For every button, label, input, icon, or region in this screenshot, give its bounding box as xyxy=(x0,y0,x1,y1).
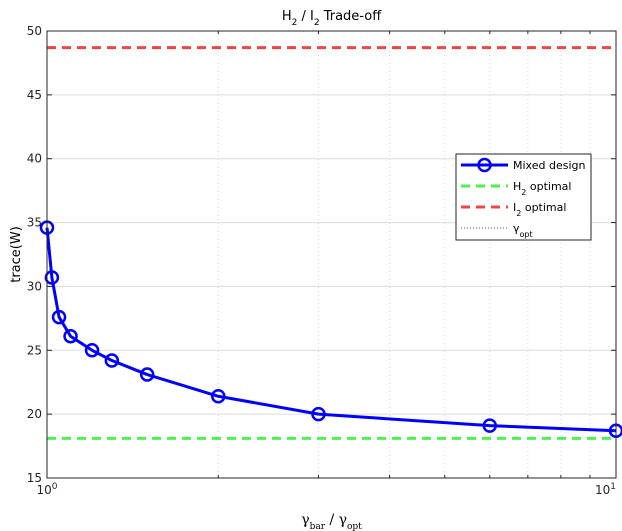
axes xyxy=(46,30,617,479)
legend[interactable]: Mixed design H2 optimal I2 optimal γopt xyxy=(455,153,592,241)
series-0-line xyxy=(45,227,617,433)
data-point xyxy=(84,343,100,358)
data-point xyxy=(139,367,155,382)
y-tick-label: 30 xyxy=(27,279,42,293)
legend-label: I2 optimal xyxy=(513,201,566,218)
x-tick-label: 100 xyxy=(36,482,57,497)
data-point xyxy=(51,309,67,325)
x-axis-label: γbar / γopt xyxy=(301,512,362,531)
grid xyxy=(47,30,616,479)
data-point xyxy=(211,389,226,404)
y-tick-label: 35 xyxy=(27,216,42,230)
y-tick-label: 25 xyxy=(27,343,42,357)
labels: 15 20 25 30 35 40 45 50 100 101 H2 / I2 Trade-off γ… xyxy=(9,9,616,531)
data-point xyxy=(44,270,60,285)
x-tick-label: 101 xyxy=(595,482,616,497)
axes-box xyxy=(46,30,617,479)
legend-label: Mixed design xyxy=(513,159,585,172)
y-axis-label: trace(W) xyxy=(9,226,24,283)
data-point xyxy=(104,353,120,368)
y-tick-label: 45 xyxy=(27,88,42,102)
chart-title: H2 / I2 Trade-off xyxy=(282,9,382,28)
data-point xyxy=(311,406,326,422)
data-point xyxy=(482,418,498,433)
legend-label: γopt xyxy=(513,222,533,239)
legend-label: H2 optimal xyxy=(513,180,571,197)
plot-area xyxy=(47,31,616,478)
data-point xyxy=(63,328,78,344)
plot-background xyxy=(47,31,616,478)
y-tick-label: 50 xyxy=(27,24,42,38)
y-tick-label: 40 xyxy=(27,152,42,166)
y-tick-label: 20 xyxy=(27,407,42,421)
y-tick-label: 15 xyxy=(27,471,42,485)
legend-marker xyxy=(477,157,492,173)
series-layer xyxy=(39,46,622,440)
